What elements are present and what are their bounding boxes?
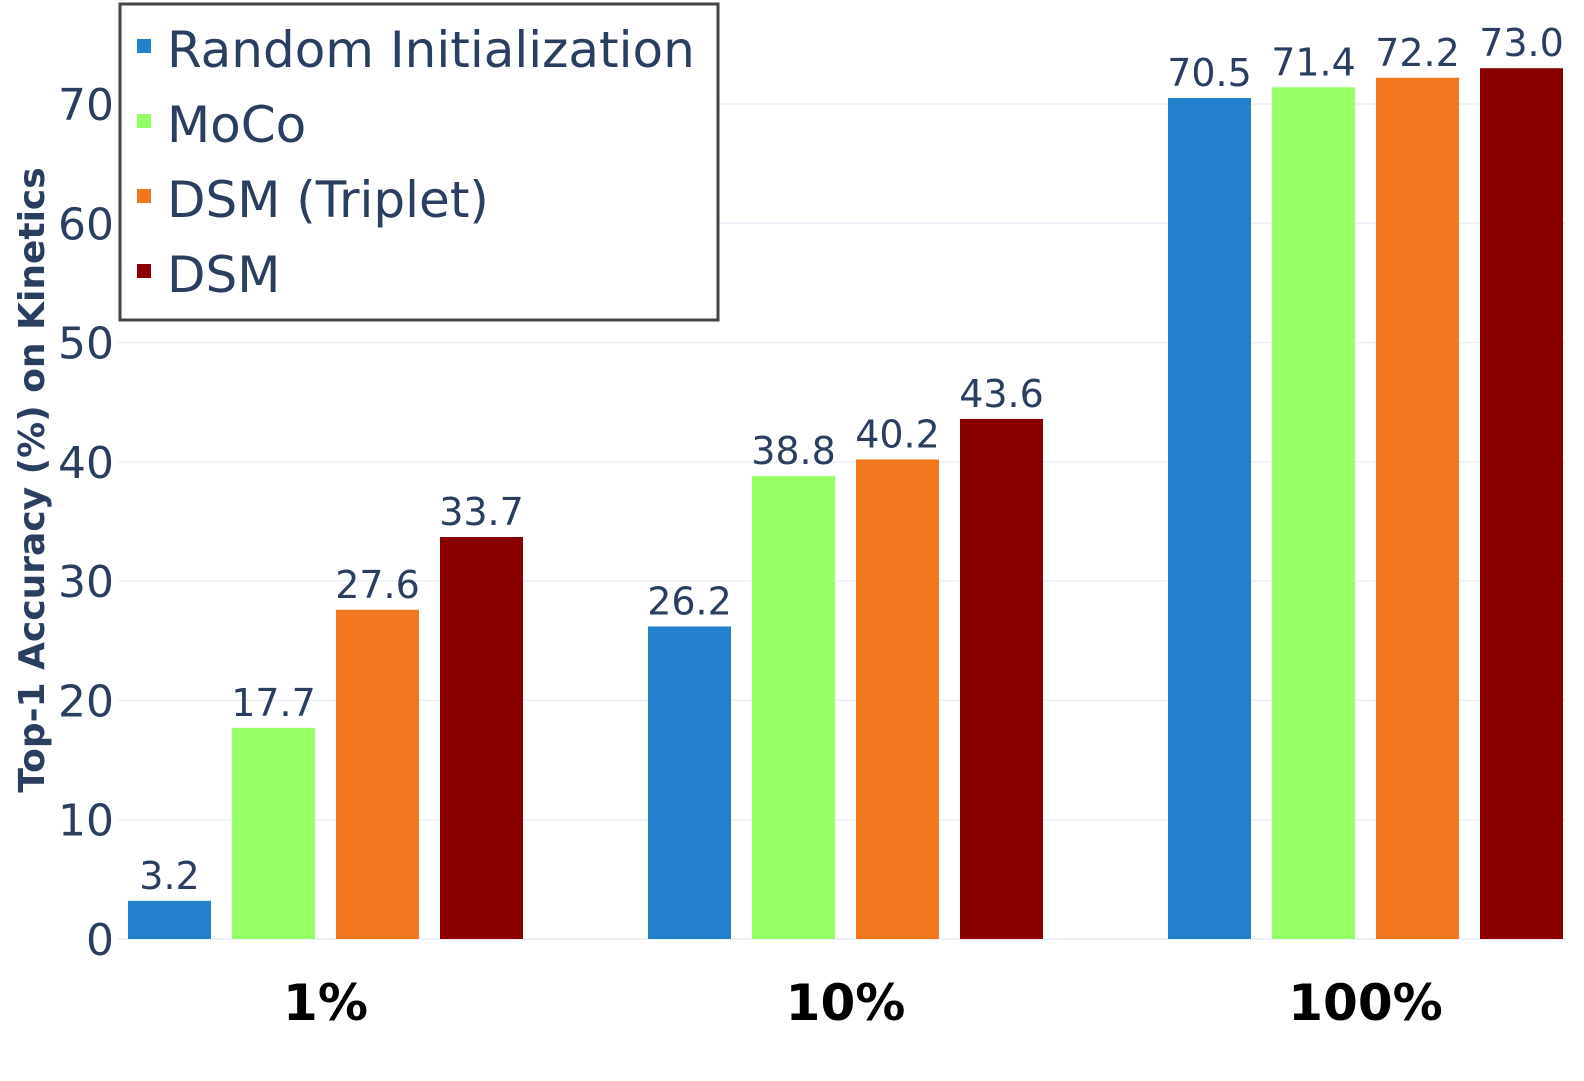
legend: Random Initialization MoCo DSM (Triplet) DS…: [118, 2, 720, 322]
y-axis-title: Top-1 Accuracy (%) on Kinetics: [12, 167, 53, 792]
data-label: 70.5: [1167, 51, 1252, 95]
bar: [336, 609, 419, 939]
bar: [960, 418, 1043, 939]
legend-label: DSM (Triplet): [167, 171, 489, 229]
y-tick-label: 40: [58, 438, 114, 489]
data-label: 40.2: [855, 412, 940, 456]
y-tick-label: 60: [58, 199, 114, 250]
data-label: 43.6: [959, 372, 1044, 416]
x-category-label: 100%: [1288, 974, 1442, 1032]
legend-swatch: [137, 264, 151, 278]
data-label: 33.7: [439, 490, 524, 534]
legend-label: DSM: [167, 246, 280, 304]
legend-label: Random Initialization: [167, 21, 695, 79]
bar: [128, 900, 211, 939]
bar: [1168, 98, 1251, 940]
y-tick-label: 70: [58, 80, 114, 131]
data-labels: 3.2 26.2 70.5 17.7 38.8 71.4 27.6 40.2 72.2 33.7 4…: [139, 21, 1564, 898]
data-label: 73.0: [1479, 21, 1564, 65]
legend-swatch: [137, 114, 151, 128]
bar: [232, 727, 315, 939]
x-category-label: 1%: [283, 974, 368, 1032]
bar: [1480, 68, 1563, 939]
y-tick-label: 30: [58, 557, 114, 608]
y-tick-label: 50: [58, 319, 114, 370]
bar: [648, 626, 731, 939]
bar: [1376, 77, 1459, 939]
legend-swatch: [137, 189, 151, 203]
data-label: 38.8: [751, 429, 836, 473]
data-label: 26.2: [647, 579, 732, 623]
data-label: 27.6: [335, 563, 420, 607]
data-label: 3.2: [139, 854, 199, 898]
bar: [1272, 87, 1355, 940]
bars: [128, 68, 1563, 940]
bar: [440, 537, 523, 939]
bar: [856, 459, 939, 939]
y-tick-label: 10: [58, 796, 114, 847]
data-label: 72.2: [1375, 31, 1460, 75]
y-axis-ticks: 0 10 20 30 40 50 60 70: [58, 80, 114, 966]
legend-label: MoCo: [167, 96, 306, 154]
data-label: 17.7: [231, 681, 316, 725]
x-category-label: 10%: [786, 974, 906, 1032]
data-label: 71.4: [1271, 40, 1356, 84]
y-tick-label: 0: [86, 915, 114, 966]
legend-swatch: [137, 39, 151, 53]
y-tick-label: 20: [58, 676, 114, 727]
x-axis-categories: 1% 10% 100%: [283, 974, 1443, 1032]
bar: [752, 476, 835, 939]
